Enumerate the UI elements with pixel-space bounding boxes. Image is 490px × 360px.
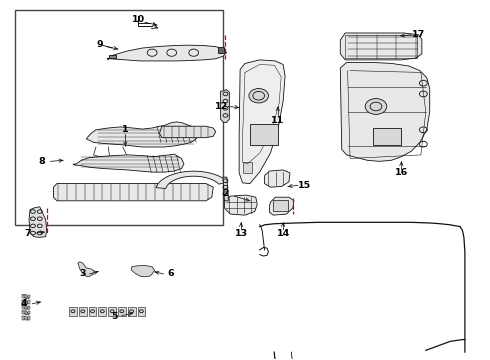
Polygon shape: [132, 265, 155, 277]
Polygon shape: [109, 55, 116, 58]
Text: 1: 1: [122, 125, 128, 134]
Polygon shape: [24, 300, 27, 304]
Polygon shape: [265, 170, 290, 187]
Polygon shape: [27, 316, 30, 320]
Polygon shape: [24, 311, 27, 315]
Polygon shape: [22, 316, 24, 320]
Polygon shape: [108, 307, 116, 316]
Polygon shape: [27, 300, 30, 304]
Polygon shape: [98, 307, 106, 316]
Polygon shape: [24, 295, 27, 298]
Polygon shape: [53, 184, 213, 201]
Polygon shape: [243, 162, 252, 173]
Polygon shape: [159, 126, 216, 138]
Polygon shape: [29, 207, 47, 237]
Polygon shape: [340, 62, 430, 161]
Polygon shape: [27, 295, 30, 298]
Polygon shape: [22, 295, 24, 298]
Bar: [373, 128, 401, 145]
Text: 9: 9: [97, 40, 103, 49]
Polygon shape: [223, 177, 228, 201]
Text: 14: 14: [276, 229, 290, 238]
Polygon shape: [22, 311, 29, 315]
Text: 11: 11: [271, 116, 284, 125]
Circle shape: [249, 89, 269, 103]
Polygon shape: [220, 90, 229, 123]
Polygon shape: [22, 300, 29, 304]
Polygon shape: [22, 306, 29, 309]
Bar: [250, 125, 278, 145]
Polygon shape: [79, 307, 87, 316]
Polygon shape: [22, 311, 24, 315]
Text: 15: 15: [298, 181, 311, 190]
Polygon shape: [22, 306, 24, 309]
Polygon shape: [224, 195, 257, 215]
Text: 7: 7: [24, 229, 31, 238]
Polygon shape: [156, 171, 228, 189]
Polygon shape: [24, 306, 27, 309]
Polygon shape: [27, 311, 30, 315]
Text: 5: 5: [111, 312, 118, 321]
Polygon shape: [22, 295, 29, 298]
Text: 13: 13: [235, 229, 247, 238]
Polygon shape: [89, 307, 97, 316]
Polygon shape: [24, 316, 27, 320]
Polygon shape: [128, 307, 136, 316]
Text: 12: 12: [215, 102, 228, 111]
Text: 16: 16: [395, 168, 408, 177]
Polygon shape: [86, 122, 198, 147]
Text: 10: 10: [132, 15, 145, 24]
Polygon shape: [138, 307, 146, 316]
Text: 17: 17: [412, 30, 425, 39]
Text: 2: 2: [222, 189, 229, 198]
Text: 3: 3: [79, 269, 86, 278]
Polygon shape: [107, 45, 226, 61]
Polygon shape: [27, 306, 30, 309]
Bar: [345, 35, 417, 58]
Polygon shape: [73, 154, 184, 172]
Text: 4: 4: [21, 299, 27, 308]
Polygon shape: [78, 262, 95, 277]
Text: 8: 8: [39, 157, 46, 166]
Text: 6: 6: [168, 269, 174, 278]
Polygon shape: [239, 60, 285, 184]
Polygon shape: [22, 300, 24, 304]
Polygon shape: [22, 316, 29, 320]
Bar: [15, 10, 223, 225]
Circle shape: [365, 99, 387, 114]
Polygon shape: [69, 307, 77, 316]
Polygon shape: [340, 33, 422, 60]
Polygon shape: [270, 197, 294, 215]
Bar: [273, 200, 288, 211]
Polygon shape: [118, 307, 126, 316]
Bar: [218, 46, 224, 53]
